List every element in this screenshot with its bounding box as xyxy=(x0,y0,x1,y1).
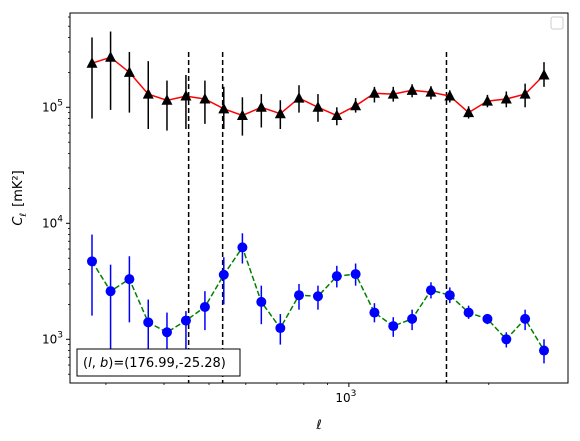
data-point xyxy=(369,307,380,318)
data-point xyxy=(293,290,304,301)
legend-box xyxy=(550,16,564,30)
data-point xyxy=(256,296,267,307)
annotation-coords: =(176.99,-25.28) xyxy=(113,356,226,371)
data-point xyxy=(520,313,531,324)
data-point xyxy=(199,301,210,312)
data-point xyxy=(368,87,380,98)
data-point xyxy=(463,307,474,318)
plot-content xyxy=(86,31,550,383)
data-point xyxy=(519,88,531,99)
data-point xyxy=(387,88,399,99)
data-point xyxy=(538,68,550,80)
data-point xyxy=(236,109,248,120)
data-point xyxy=(274,107,286,119)
annotation: (l, b)=(176.99,-25.28) xyxy=(76,348,241,377)
data-point xyxy=(500,92,512,104)
data-point xyxy=(180,315,191,326)
data-point xyxy=(180,90,192,101)
data-point xyxy=(218,269,229,280)
annotation-box xyxy=(76,348,241,377)
data-point xyxy=(331,109,343,120)
series-circle xyxy=(87,233,549,364)
y-tick-label: 104 xyxy=(42,214,63,230)
data-point xyxy=(444,90,456,101)
svg-text:(l, b)=(176.99,-25.28): (l, b)=(176.99,-25.28) xyxy=(83,356,226,371)
data-point xyxy=(218,102,230,114)
data-point xyxy=(237,242,248,253)
data-point xyxy=(142,88,154,99)
data-point xyxy=(123,66,135,77)
data-point xyxy=(86,57,98,68)
y-axis-label: Cℓ [mK²] xyxy=(11,170,29,225)
series-triangle xyxy=(86,31,550,136)
data-point xyxy=(388,321,399,332)
annotation-b: b xyxy=(100,356,108,371)
data-point xyxy=(425,86,437,97)
data-point xyxy=(161,327,172,338)
data-point xyxy=(539,345,549,356)
data-point xyxy=(312,101,324,112)
data-point xyxy=(406,84,418,95)
data-point xyxy=(143,317,154,328)
data-point xyxy=(481,95,493,106)
data-point xyxy=(275,323,286,334)
y-axis-label-unit: [mK²] xyxy=(11,170,26,207)
data-point xyxy=(255,101,267,112)
y-axis-label-sub: ℓ xyxy=(19,213,29,218)
svg-text:Cℓ[mK²]: Cℓ [mK²] xyxy=(11,170,29,225)
data-point xyxy=(105,51,117,62)
data-point xyxy=(312,291,323,302)
data-point xyxy=(331,271,342,282)
x-tick-label: 103 xyxy=(335,389,356,405)
annotation-l: l xyxy=(88,356,92,371)
data-point xyxy=(407,313,418,324)
data-point xyxy=(482,313,493,324)
data-point xyxy=(501,334,512,345)
y-axis-label-base: C xyxy=(11,216,26,226)
data-point xyxy=(161,94,173,105)
data-point xyxy=(350,269,361,280)
data-point xyxy=(350,99,362,111)
data-point xyxy=(87,256,97,267)
data-point xyxy=(199,92,211,104)
data-point xyxy=(293,92,305,103)
plot-area xyxy=(86,31,550,383)
axes-frame xyxy=(69,12,569,384)
data-point xyxy=(425,285,436,296)
data-point xyxy=(444,290,455,301)
x-axis-label: ℓ xyxy=(315,418,321,433)
y-tick-label: 103 xyxy=(42,330,63,346)
y-tick-label: 105 xyxy=(42,98,63,114)
data-point xyxy=(124,274,135,285)
axes: 103 104 105 103 xyxy=(42,16,490,405)
data-point xyxy=(105,286,116,297)
data-point xyxy=(463,106,475,118)
